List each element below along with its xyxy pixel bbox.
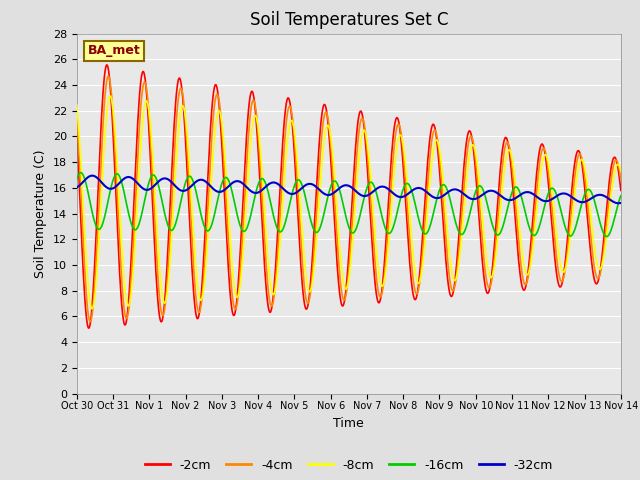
Y-axis label: Soil Temperature (C): Soil Temperature (C) bbox=[35, 149, 47, 278]
Text: BA_met: BA_met bbox=[88, 44, 140, 58]
Legend: -2cm, -4cm, -8cm, -16cm, -32cm: -2cm, -4cm, -8cm, -16cm, -32cm bbox=[140, 454, 558, 477]
X-axis label: Time: Time bbox=[333, 417, 364, 430]
Title: Soil Temperatures Set C: Soil Temperatures Set C bbox=[250, 11, 448, 29]
